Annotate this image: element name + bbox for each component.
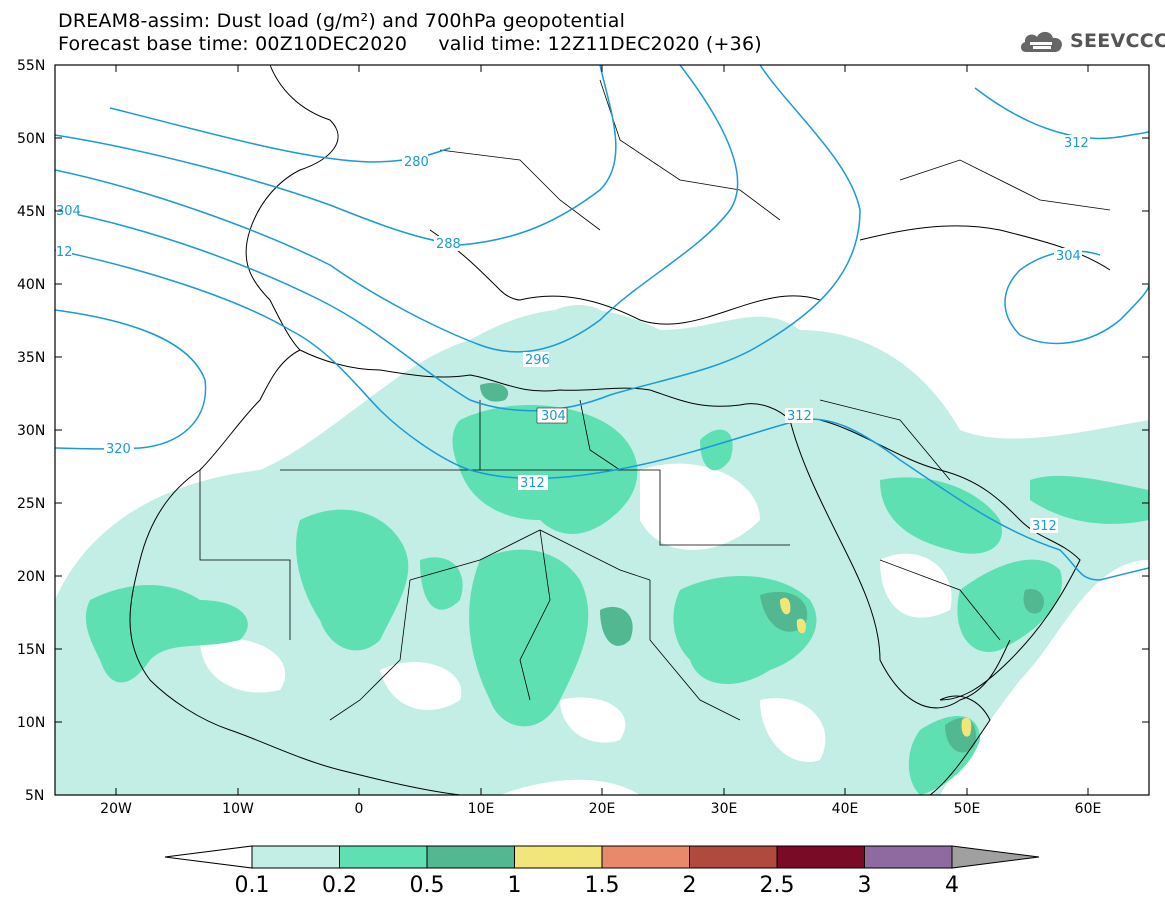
- colorbar-tick-label: 0.2: [322, 873, 357, 898]
- contour-280: [109, 107, 451, 163]
- lon-label: 20E: [589, 801, 616, 817]
- contour-label: 304: [1056, 249, 1081, 264]
- map-title: DREAM8-assim: Dust load (g/m²) and 700hP…: [58, 10, 626, 32]
- lat-label: 35N: [17, 350, 45, 366]
- dust-high-region: [780, 597, 972, 737]
- lon-label: 10W: [222, 801, 254, 817]
- lat-label: 40N: [17, 277, 45, 293]
- contour-304: [55, 65, 861, 412]
- colorbar-tick-label: 2.5: [760, 873, 795, 898]
- colorbar-tick-label: 4: [945, 873, 959, 898]
- contour-label: 304: [541, 409, 566, 424]
- coastline-northwest-africa: [139, 349, 301, 561]
- coastline-west-europe: [245, 65, 339, 351]
- contour-288: [55, 65, 617, 246]
- colorbar-under-arrow: [164, 845, 253, 869]
- colorbar-tick-label: 0.5: [410, 873, 445, 898]
- lon-label: 0: [355, 801, 364, 817]
- contour-label: 312: [520, 476, 545, 491]
- colorbar-segment: [689, 845, 778, 869]
- axis-ticks: [55, 64, 1149, 795]
- forecast-times: Forecast base time: 00Z10DEC2020 valid t…: [58, 33, 762, 55]
- contour-label: 296: [525, 353, 550, 368]
- colorbar-tick-label: 0.1: [235, 873, 270, 898]
- contour-label: 312: [1064, 136, 1089, 151]
- longitude-labels: 20W 10W 0 10E 20E 30E 40E 50E 60E: [100, 801, 1101, 817]
- colorbar-segment: [776, 845, 865, 869]
- contour-label: 320: [106, 442, 131, 457]
- contour-296: [55, 65, 739, 353]
- seevccc-logo: SEEVCCC: [1018, 28, 1165, 54]
- colorbar-segment: [251, 845, 340, 869]
- latitude-labels: 55N 50N 45N 40N 35N 30N 25N 20N 15N 10N …: [17, 58, 45, 804]
- contour-label: 312: [1032, 519, 1057, 534]
- lon-label: 20W: [100, 801, 132, 817]
- colorbar-segment: [426, 845, 515, 869]
- colorbar-tick-label: 1: [508, 873, 522, 898]
- logo-text: SEEVCCC: [1070, 30, 1165, 52]
- dust-mid-region: [85, 405, 1149, 795]
- lon-label: 10E: [468, 801, 495, 817]
- contour-label: 304: [56, 204, 81, 219]
- cloud-icon: [1020, 31, 1063, 52]
- contour-312: [55, 249, 1149, 581]
- coastline-north-africa: [299, 349, 791, 421]
- contour-label: 12: [56, 245, 73, 260]
- lat-label: 45N: [17, 204, 45, 220]
- lon-label: 60E: [1075, 801, 1102, 817]
- lon-label: 50E: [954, 801, 981, 817]
- lat-label: 55N: [17, 58, 45, 74]
- colorbar-tick-label: 3: [858, 873, 872, 898]
- coastline-arabia: [819, 419, 1081, 701]
- contour-labels: 280 288 296 304 312 320 304 12 312 304 3…: [56, 135, 1090, 534]
- coastline-red-sea: [789, 419, 1011, 709]
- dust-free-gaps: [200, 347, 1100, 762]
- lat-label: 5N: [25, 788, 44, 804]
- lat-label: 50N: [17, 131, 45, 147]
- coastline-horn-africa: [929, 695, 991, 795]
- lat-label: 10N: [17, 715, 45, 731]
- coastline-balkans-turkey: [519, 295, 821, 325]
- colorbar-tick-label: 2: [683, 873, 697, 898]
- lat-label: 25N: [17, 496, 45, 512]
- colorbar-tick-labels: 0.1 0.2 0.5 1 1.5 2 2.5 3 4: [235, 873, 960, 898]
- lon-label: 30E: [711, 801, 738, 817]
- contour-312-ne: [974, 87, 1149, 140]
- lat-label: 30N: [17, 423, 45, 439]
- contour-label: 288: [436, 237, 461, 252]
- coastline-west-africa: [129, 559, 461, 795]
- lat-label: 15N: [17, 642, 45, 658]
- colorbar: 0.1 0.2 0.5 1 1.5 2 2.5 3 4: [164, 845, 1040, 898]
- dust-load-field: [55, 305, 1149, 795]
- colorbar-over-arrow: [951, 845, 1040, 869]
- dust-light-region: [55, 305, 1149, 795]
- colorbar-segment: [864, 845, 953, 869]
- colorbar-segment: [601, 845, 690, 869]
- colorbar-segment: [514, 845, 603, 869]
- contour-label: 312: [787, 409, 812, 424]
- lat-label: 20N: [17, 569, 45, 585]
- lon-label: 40E: [832, 801, 859, 817]
- contour-label: 280: [404, 155, 429, 170]
- colorbar-segment: [339, 845, 428, 869]
- colorbar-tick-label: 1.5: [585, 873, 620, 898]
- contour-304-ne: [1004, 250, 1149, 345]
- contour-320: [55, 309, 207, 450]
- colorbar-segments: [251, 845, 953, 869]
